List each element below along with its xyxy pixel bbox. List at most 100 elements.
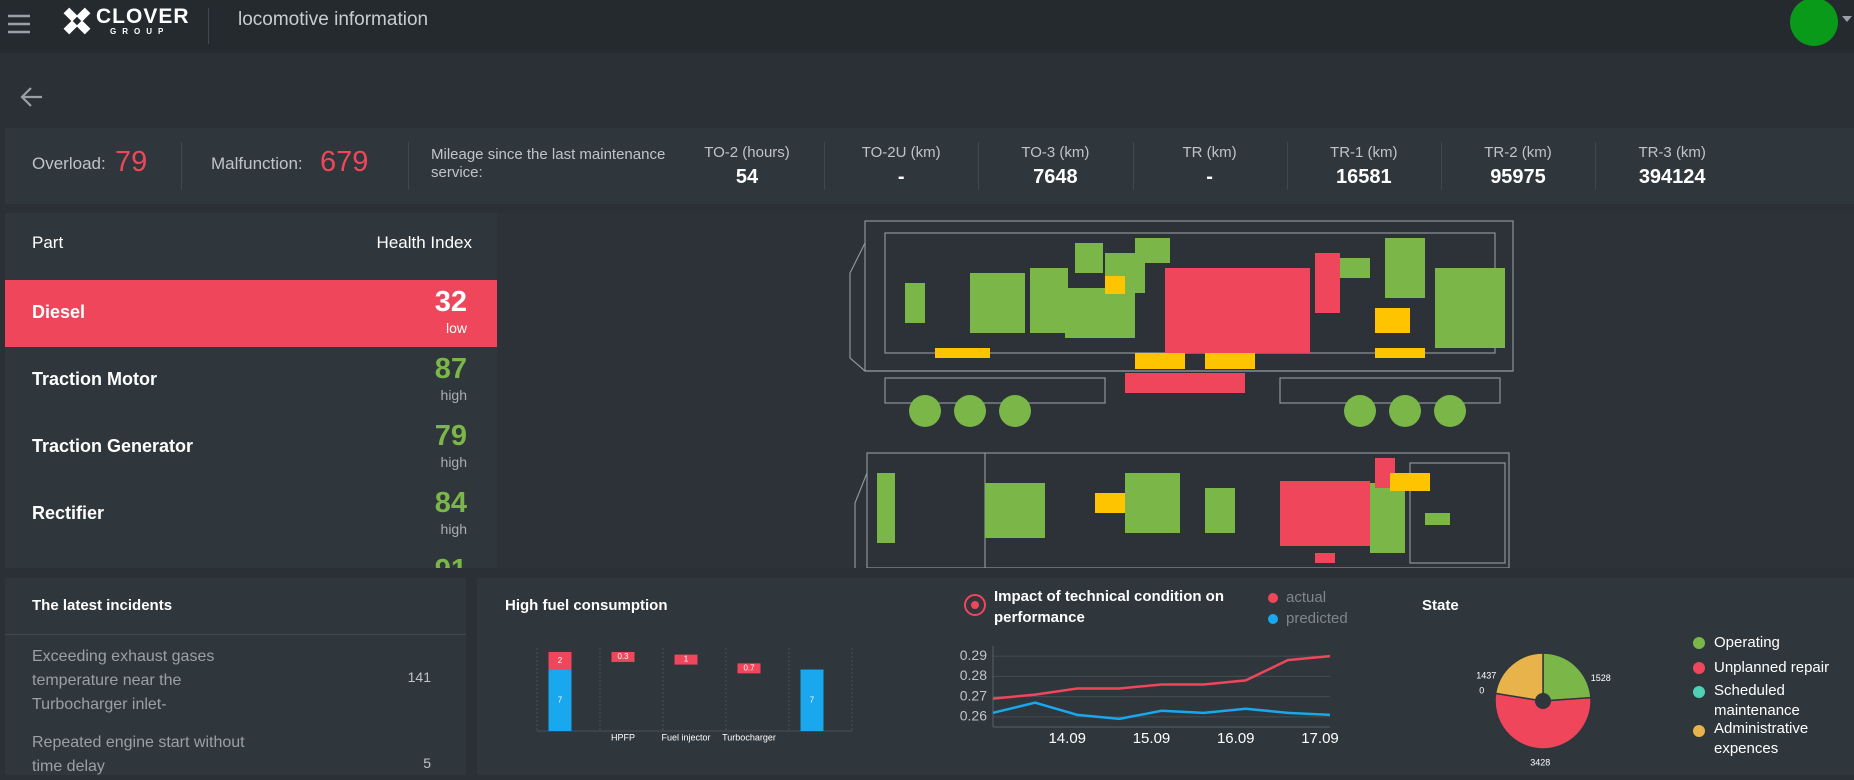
incident-text: Repeated engine start without time delay <box>32 734 245 775</box>
legend-marker <box>1268 614 1278 624</box>
incidents-panel: The latest incidents Exceeding exhaust g… <box>5 578 466 775</box>
health-index: 84 <box>434 487 467 519</box>
x-tick-label: Fuel injector <box>661 732 710 742</box>
logo-sub: GROUP <box>110 27 170 36</box>
counter-value: 95975 <box>1490 166 1546 188</box>
health-index: 32 <box>434 286 467 318</box>
chart-title: High fuel consumption <box>505 597 668 614</box>
avatar-caret[interactable] <box>1842 16 1854 24</box>
legend-label: Administrative expences <box>1714 720 1808 757</box>
avatar[interactable] <box>1790 0 1838 46</box>
counter-label: TO-3 (km) <box>1021 144 1090 161</box>
counter-label: TR-2 (km) <box>1484 144 1552 161</box>
pie-hole <box>1535 693 1551 709</box>
counter-value: - <box>897 166 905 188</box>
y-tick-label: 0.29 <box>960 647 987 663</box>
health-level: high <box>440 387 467 403</box>
column-header: Health Index <box>376 233 472 252</box>
parts-panel: Part Health Index Diesel 32 low Traction Mo… <box>5 213 1854 568</box>
x-tick-label: 16.09 <box>1217 730 1255 747</box>
separator <box>824 142 826 190</box>
logo-icon <box>63 7 91 35</box>
x-tick-label: Turbocharger <box>722 732 776 742</box>
divider <box>5 634 466 635</box>
data-label: 0.3 <box>617 652 629 661</box>
legend-marker <box>1693 637 1705 649</box>
counter-value: 54 <box>735 166 759 188</box>
data-label: 7 <box>810 695 815 704</box>
data-label: 0 <box>1479 686 1484 696</box>
chart-title: State <box>1422 597 1459 614</box>
part-name: Traction Generator <box>32 436 194 456</box>
separator <box>978 142 980 190</box>
health-level: high <box>440 521 467 537</box>
health-index: 79 <box>434 420 467 452</box>
legend-label: Unplanned repair <box>1714 659 1829 676</box>
data-label: 3428 <box>1530 757 1550 767</box>
y-tick-label: 0.27 <box>960 687 987 703</box>
incident-count: 5 <box>423 755 431 771</box>
part-row[interactable]: Rectifier 84 high <box>5 481 497 548</box>
data-label: 1528 <box>1591 673 1611 683</box>
counter-value: 7648 <box>1033 166 1078 188</box>
pie-slice <box>1542 652 1592 702</box>
line-series <box>992 701 1331 721</box>
health-index: 87 <box>434 353 467 385</box>
counter-value: 394124 <box>1638 166 1706 188</box>
line-series <box>992 654 1331 700</box>
health-index: 91 <box>435 554 467 568</box>
separator <box>1595 142 1597 190</box>
bar-segment <box>674 654 698 665</box>
separator <box>1132 142 1134 190</box>
x-tick-label: 14.09 <box>1048 730 1086 747</box>
locomotive-scheme <box>849 220 1514 568</box>
separator <box>1286 142 1288 190</box>
legend-label: Operating <box>1714 634 1780 651</box>
health-level: high <box>440 454 467 470</box>
health-level: low <box>445 320 467 336</box>
menu-icon[interactable] <box>8 14 32 34</box>
mileage-label: Mileage since the last maintenance servi… <box>431 146 666 181</box>
bar-segment <box>737 663 761 674</box>
part-row[interactable]: 91 <box>5 548 497 568</box>
legend-marker <box>1268 593 1278 603</box>
data-label: 1437 <box>1476 670 1496 680</box>
y-tick-label: 0.26 <box>960 708 987 724</box>
impact-icon <box>964 594 986 616</box>
bar-segment <box>800 669 824 731</box>
parts-list: Part Health Index Diesel 32 low Traction Mo… <box>5 213 497 568</box>
impact-icon-dot <box>971 601 979 609</box>
legend-label: Scheduled maintenance <box>1714 682 1800 719</box>
legend-marker <box>1693 662 1705 674</box>
top-bar: CLOVER GROUP locomotive information <box>0 0 1854 53</box>
bar-segment <box>611 651 635 662</box>
data-label: 7 <box>558 695 563 704</box>
bar-segment <box>548 669 572 731</box>
malfunction-value: 679 <box>320 146 369 178</box>
counter-label: TR (km) <box>1182 144 1237 161</box>
panel-title: The latest incidents <box>32 597 173 614</box>
counter-value: - <box>1206 166 1213 188</box>
chart-title: Impact of technical condition on performa… <box>994 588 1224 626</box>
summary-panel: Overload: 79 Malfunction: 679 Mileage si… <box>5 128 1854 204</box>
malfunction-label: Malfunction: <box>211 154 303 173</box>
overload-value: 79 <box>115 146 148 178</box>
counter-label: TO-2U (km) <box>861 144 941 161</box>
y-tick-label: 0.28 <box>960 667 987 683</box>
counter-value: 16581 <box>1335 166 1392 188</box>
incident-count: 141 <box>407 669 431 685</box>
part-name: Rectifier <box>32 503 105 523</box>
data-label: 1 <box>684 655 689 664</box>
part-row[interactable]: Traction Generator 79 high <box>5 414 497 481</box>
data-label: 2 <box>558 656 563 665</box>
part-name: Traction Motor <box>32 369 157 389</box>
separator <box>1441 142 1442 190</box>
overload-label: Overload: <box>32 154 106 173</box>
logo-text: CLOVER <box>96 5 190 28</box>
counter-label: TR-3 (km) <box>1638 144 1706 161</box>
part-row[interactable]: Traction Motor 87 high <box>5 347 497 414</box>
back-button[interactable] <box>20 86 46 108</box>
part-row[interactable]: Diesel 32 low <box>5 280 497 347</box>
counter-label: TR-1 (km) <box>1330 144 1398 161</box>
